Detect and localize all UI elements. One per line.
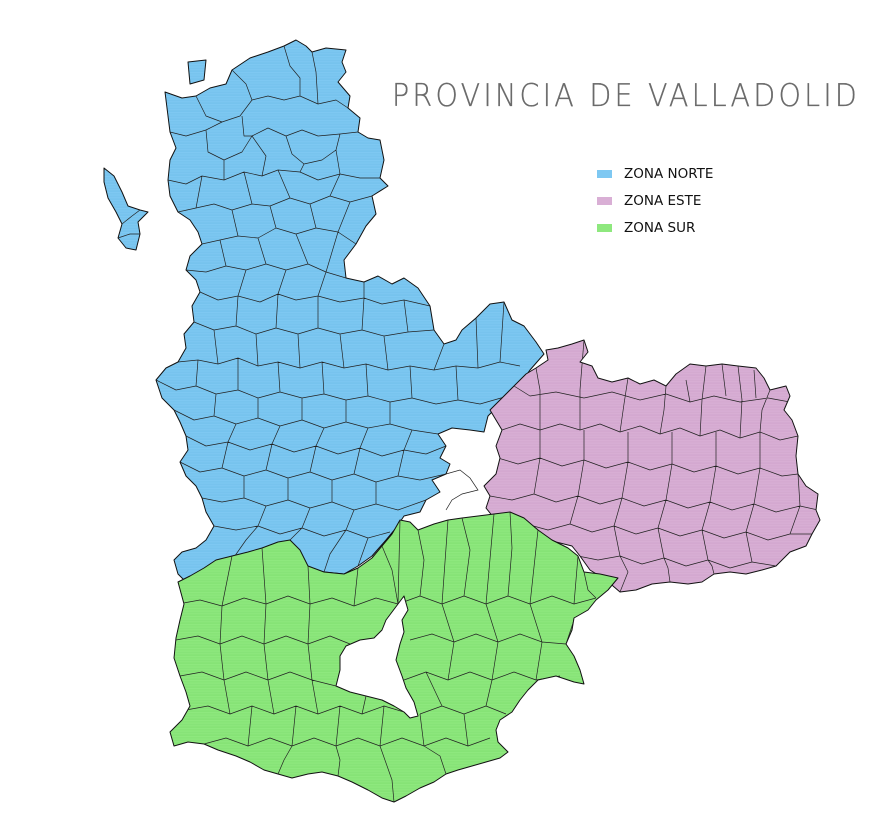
- legend-label-zona-norte: ZONA NORTE: [624, 165, 714, 182]
- legend-swatch-zona-norte: [597, 169, 612, 178]
- zona-norte-region: [103, 39, 545, 595]
- legend-label-zona-sur: ZONA SUR: [624, 219, 696, 236]
- legend-swatch-zona-este: [597, 196, 612, 205]
- legend-swatch-zona-sur: [597, 223, 612, 232]
- zona-este-region: [483, 339, 821, 593]
- zona-sur-region: [169, 511, 619, 803]
- legend: ZONA NORTE ZONA ESTE ZONA SUR: [597, 160, 713, 241]
- legend-label-zona-este: ZONA ESTE: [624, 192, 702, 209]
- legend-item-zona-este: ZONA ESTE: [597, 187, 713, 214]
- map-title: PROVINCIA DE VALLADOLID: [392, 78, 861, 114]
- zona-sur-municipalities: [175, 512, 597, 802]
- zona-este-municipalities: [489, 340, 819, 592]
- legend-item-zona-sur: ZONA SUR: [597, 214, 713, 241]
- legend-item-zona-norte: ZONA NORTE: [597, 160, 713, 187]
- zona-norte-municipalities: [117, 45, 521, 573]
